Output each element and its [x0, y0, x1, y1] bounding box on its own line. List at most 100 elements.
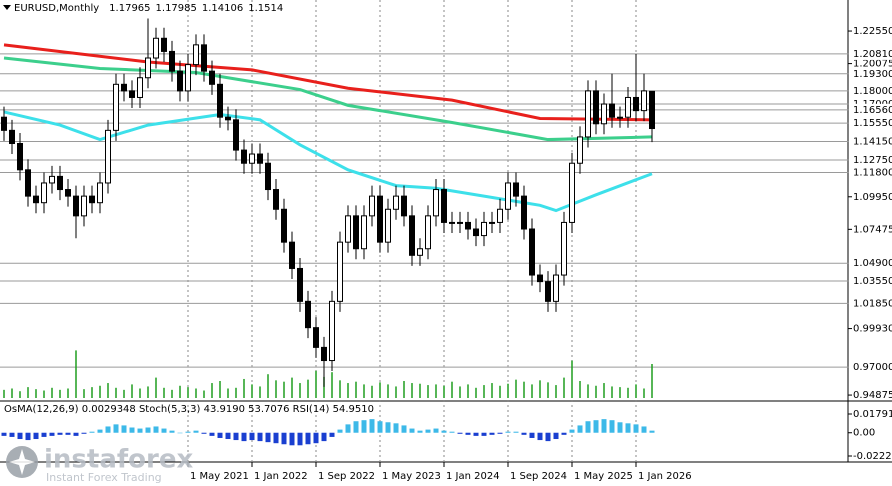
osma-bar [265, 432, 271, 443]
osma-bar [137, 428, 143, 433]
candle-body [297, 267, 303, 302]
osma-bar [585, 421, 591, 433]
candle-body [593, 90, 599, 125]
osma-bar [49, 432, 55, 436]
osma-bar [225, 432, 231, 440]
candle-body [57, 175, 63, 191]
candle-body [561, 221, 567, 276]
candle-body [425, 215, 431, 250]
candle-body [225, 116, 231, 121]
watermark: instaforex Instant Forex Trading [6, 445, 194, 484]
level-label-box [849, 166, 892, 179]
osma-bar [553, 432, 559, 440]
osma-bar [9, 432, 15, 437]
candle-body [393, 195, 399, 210]
header-price: 1.17965 [109, 3, 150, 14]
osma-bar [481, 432, 487, 436]
osma-bar [57, 432, 63, 435]
level-label: 1.18000 [853, 86, 892, 97]
candle-body [545, 281, 551, 302]
candle-body [265, 162, 271, 191]
level-label: 1.12750 [853, 155, 892, 166]
candle-body [361, 215, 367, 250]
osma-bar [185, 431, 191, 433]
level-label-box [849, 117, 892, 130]
symbol: EURUSD,Monthly [14, 3, 99, 14]
osma-bar [97, 429, 103, 433]
candle-body [329, 300, 335, 362]
candle-body [209, 70, 215, 85]
osma-bar [329, 432, 335, 437]
candle-body [321, 346, 327, 362]
candle-body [489, 221, 495, 224]
candle-body [465, 221, 471, 230]
level-label-box [849, 257, 892, 270]
axes: 1 May 2021 1 Jan 2022 1 Sep 2022 1 May 2023… [187, 26, 892, 482]
osma-bar [497, 432, 503, 434]
osma-bar [513, 431, 519, 433]
candle-body [401, 195, 407, 217]
level-label-box [849, 103, 892, 116]
osma-bar [577, 425, 583, 433]
candle-body [353, 215, 359, 250]
candle-body [41, 182, 47, 204]
osma-bar [617, 422, 623, 433]
osma-bar [305, 432, 311, 445]
y-tick-label: 1.07475 [853, 224, 892, 235]
indicator-tick-label: -0.022238 [853, 451, 892, 462]
x-tick-label: 1 Jan 2024 [446, 471, 500, 482]
osma-bar [441, 430, 447, 433]
osma-bar [209, 432, 215, 436]
candle-body [473, 228, 479, 237]
osma-bar [345, 424, 351, 433]
header-price: 1.1514 [248, 3, 283, 14]
candle-body [625, 96, 631, 118]
candle-body [409, 215, 415, 256]
osma-bar [73, 432, 79, 436]
candle-body [17, 143, 23, 171]
osma-bar [89, 431, 95, 433]
osma-bar [241, 432, 247, 442]
indicator-tick-label: 0.0179123 [853, 409, 892, 420]
x-tick-label: 1 Jan 2022 [254, 471, 308, 482]
osma-bar [65, 432, 71, 435]
candle-body [129, 90, 135, 98]
osma-bar [529, 432, 535, 438]
candle-body [369, 195, 375, 217]
osma-bar [609, 420, 615, 433]
osma-bar [121, 425, 127, 433]
candle-body [81, 195, 87, 217]
osma-bar [641, 426, 647, 433]
candle-body [121, 83, 127, 92]
osma-bar [369, 419, 375, 433]
level-label: 1.20810 [853, 49, 892, 60]
candle-body [169, 50, 175, 72]
osma-bar [537, 432, 543, 441]
brand: instaforex [44, 445, 194, 475]
plot-area [1, 18, 655, 446]
osma-bar [249, 432, 255, 441]
level-label-box [849, 274, 892, 287]
osma-bar [233, 432, 239, 441]
level-label: 1.14150 [853, 137, 892, 148]
indicator-header: OsMA(12,26,9) 0.0029348 Stoch(5,3,3) 43.… [4, 404, 374, 415]
candle-body [505, 182, 511, 210]
chart-header: EURUSD,Monthly 1.17965 1.17985 1.14106 1.151… [14, 3, 283, 14]
level-label: 0.97000 [853, 362, 892, 373]
y-tick-label: 1.09950 [853, 192, 892, 203]
osma-bar [169, 430, 175, 433]
osma-bar [625, 423, 631, 433]
level-label: 1.19300 [853, 69, 892, 80]
osma-bar [337, 429, 343, 433]
osma-bar [193, 430, 199, 433]
candle-body [1, 116, 7, 131]
candle-body [305, 300, 311, 329]
level-label-box [849, 47, 892, 60]
candle-body [153, 37, 159, 59]
osma-bar [545, 432, 551, 442]
candle-body [577, 136, 583, 164]
candle-body [537, 274, 543, 283]
candle-body [241, 149, 247, 164]
osma-bar [409, 428, 415, 433]
y-tick-label: 0.99930 [853, 324, 892, 335]
